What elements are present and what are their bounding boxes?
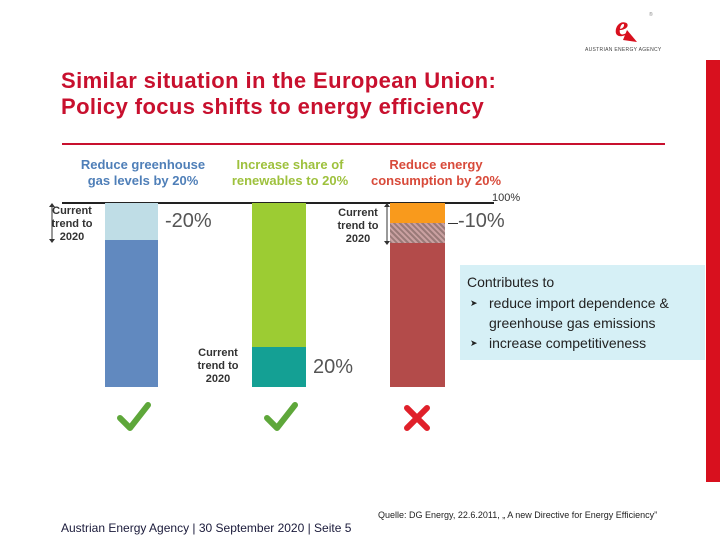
energy-target-tick [448, 223, 458, 224]
info-bullet-2: ➤ increase competitiveness [467, 333, 669, 353]
renewables-trend-label: Current trend to 2020 [188, 347, 248, 386]
bar-ghg-trend [105, 240, 158, 387]
title-divider [62, 143, 665, 145]
bar-renewables-gap [252, 203, 306, 347]
bullet-arrow-icon: ➤ [470, 298, 478, 308]
agency-logo: e ® AUSTRIAN ENERGY AGENCY [585, 10, 675, 58]
title-line-1: Similar situation in the European Union: [61, 68, 497, 93]
bullet-arrow-icon: ➤ [470, 338, 478, 348]
ghg-check-icon [117, 402, 151, 431]
renewables-target-label: 20% [313, 356, 354, 378]
bar-energy-trend [390, 243, 445, 387]
col1-heading-line2: gas levels by 20% [87, 173, 199, 188]
info-bullet-1-text: reduce import dependence & [489, 295, 669, 311]
renewables-trend-line3: 2020 [205, 373, 231, 385]
col2-heading-line2: renewables to 20% [231, 173, 349, 188]
col1-heading-line1: Reduce greenhouse [80, 157, 206, 172]
ghg-trend-line3: 2020 [59, 231, 85, 243]
renewables-check-icon [264, 402, 298, 431]
info-heading: Contributes to [467, 274, 555, 290]
bar-renewables-trend [252, 347, 306, 387]
ghg-trend-line1: Current [52, 205, 92, 217]
ghg-trend-arrow-icon [49, 203, 55, 243]
col3-heading-line1: Reduce energy [389, 157, 483, 172]
source-citation: Quelle: DG Energy, 22.6.2011, „ A new Di… [378, 510, 658, 520]
logo-text: AUSTRIAN ENERGY AGENCY [585, 47, 662, 53]
renewables-trend-line2: trend to [197, 360, 239, 372]
policy-chart: Reduce greenhouse gas levels by 20% Incr… [40, 150, 520, 445]
energy-target-label: -10% [458, 210, 505, 232]
logo-mark-icon: e [615, 10, 637, 43]
slide-footer: Austrian Energy Agency | 30 September 20… [61, 521, 352, 535]
info-bullet-2-text: increase competitiveness [489, 335, 647, 351]
slide-title: Similar situation in the European Union:… [61, 68, 661, 120]
col2-heading: Increase share of renewables to 20% [205, 157, 375, 189]
renewables-trend-line1: Current [198, 347, 238, 359]
contributes-box: Contributes to ➤ reduce import dependenc… [460, 265, 705, 360]
title-line-2: Policy focus shifts to energy efficiency [61, 94, 485, 119]
ghg-trend-label: Current trend to 2020 [42, 205, 102, 244]
bar-ghg-gap [105, 203, 158, 240]
info-bullet-1-continuation: greenhouse gas emissions [489, 315, 656, 331]
energy-trend-line3: 2020 [345, 233, 371, 245]
energy-trend-line2: trend to [337, 220, 379, 232]
side-accent-bar [706, 60, 720, 482]
energy-trend-line1: Current [338, 207, 378, 219]
energy-trend-label: Current trend to 2020 [328, 207, 388, 246]
ghg-trend-line2: trend to [51, 218, 93, 230]
col1-heading: Reduce greenhouse gas levels by 20% [58, 157, 228, 189]
bar-energy-target-gap [390, 203, 445, 223]
ghg-target-label: -20% [165, 210, 212, 232]
energy-trend-arrow-icon [384, 203, 390, 245]
logo-registered-mark: ® [649, 12, 653, 18]
info-bullet-1: ➤ reduce import dependence & greenhouse … [467, 293, 669, 333]
baseline-label: 100% [492, 192, 521, 204]
bar-energy-hatched [390, 223, 445, 243]
col2-heading-line1: Increase share of [236, 157, 344, 172]
energy-cross-icon [404, 405, 430, 431]
col3-heading-line2: consumption by 20% [370, 173, 502, 188]
svg-text:e: e [615, 10, 628, 43]
col3-heading: Reduce energy consumption by 20% [351, 157, 521, 189]
